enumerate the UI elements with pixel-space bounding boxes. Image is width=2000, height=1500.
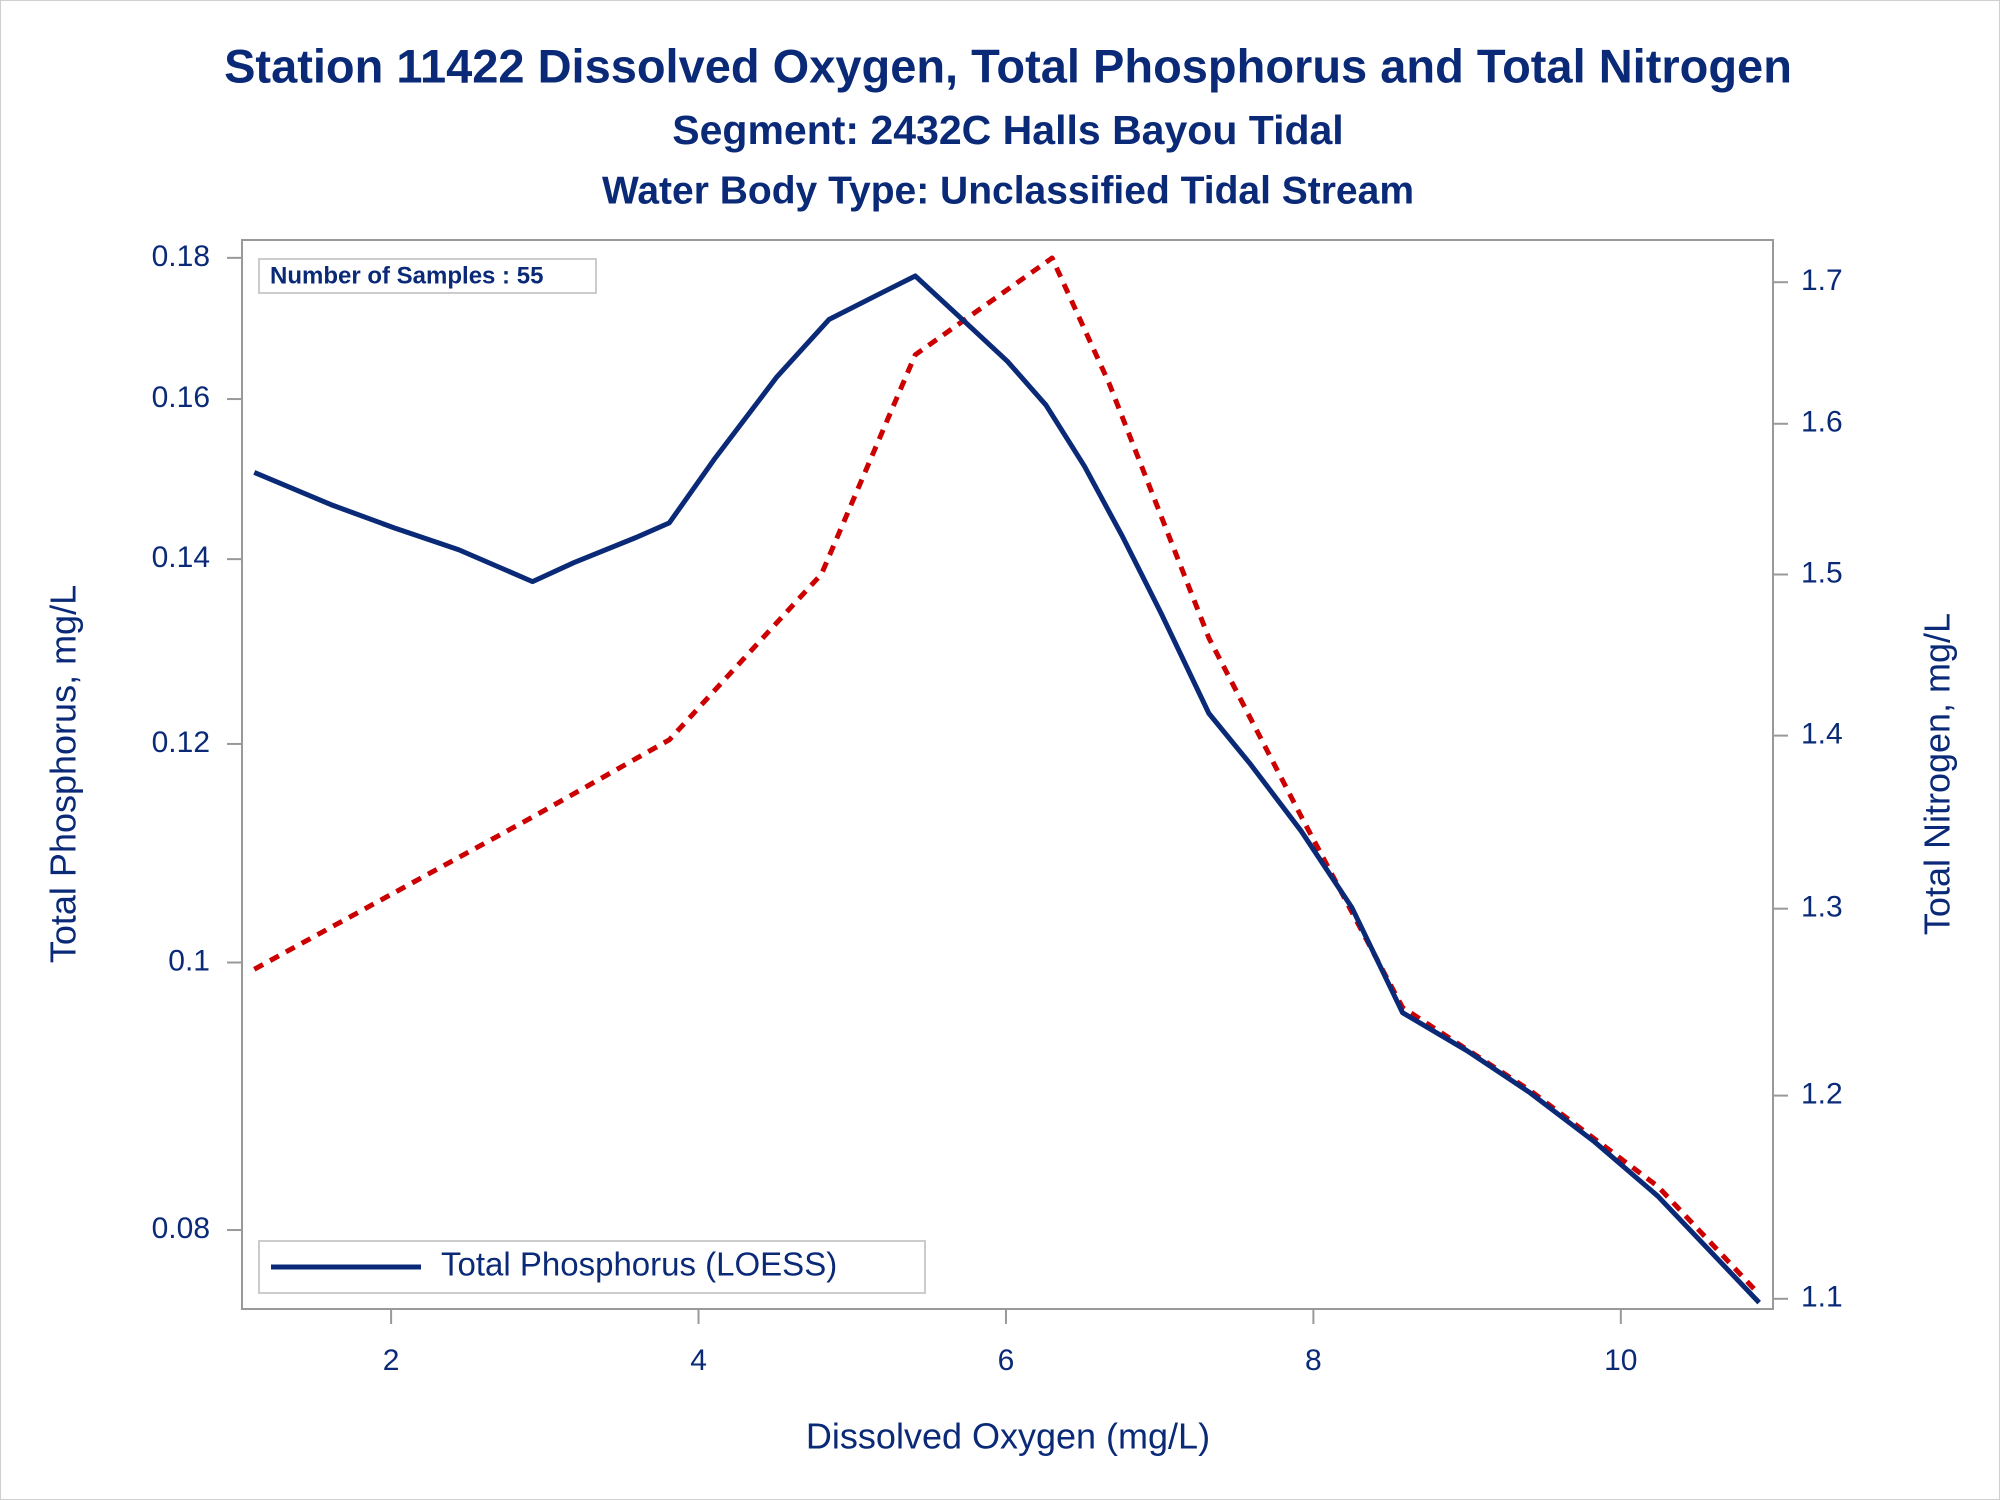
- annotation: Number of Samples : 55: [270, 262, 543, 289]
- y-tick-label: 0.1: [168, 944, 210, 977]
- chart-subtitle: Water Body Type: Unclassified Tidal Stre…: [602, 169, 1414, 212]
- y-tick-label: 0.14: [152, 541, 210, 574]
- y-tick-label: 0.18: [152, 240, 210, 273]
- y2-tick-label: 1.3: [1801, 891, 1843, 924]
- x-tick-label: 8: [1305, 1344, 1322, 1377]
- legend-label: Total Phosphorus (LOESS): [441, 1246, 837, 1283]
- chart-subtitle: Segment: 2432C Halls Bayou Tidal: [672, 107, 1343, 153]
- line-series: [253, 273, 1761, 1305]
- y-tick-label: 0.08: [152, 1212, 210, 1245]
- plot-frame: [241, 239, 1774, 1310]
- chart-title: Station 11422 Dissolved Oxygen, Total Ph…: [224, 39, 1792, 92]
- x-tick-label: 4: [690, 1344, 707, 1377]
- y2-tick-label: 1.2: [1801, 1078, 1843, 1111]
- annotation-box: [258, 258, 597, 294]
- y2-tick-label: 1.4: [1801, 718, 1843, 751]
- x-tick-label: 6: [998, 1344, 1015, 1377]
- y2-axis-label: Total Nitrogen, mg/L: [1917, 613, 1958, 935]
- y2-tick-label: 1.1: [1801, 1281, 1843, 1314]
- y2-tick-label: 1.7: [1801, 264, 1843, 297]
- y-axis-label: Total Phosphorus, mg/L: [43, 585, 84, 963]
- y2-tick-label: 1.6: [1801, 406, 1843, 439]
- x-tick-label: 10: [1604, 1344, 1637, 1377]
- y2-tick-label: 1.5: [1801, 556, 1843, 589]
- y-tick-label: 0.12: [152, 726, 210, 759]
- x-axis-label: Dissolved Oxygen (mg/L): [806, 1416, 1210, 1457]
- x-tick-label: 2: [383, 1344, 400, 1377]
- y-tick-label: 0.16: [152, 381, 210, 414]
